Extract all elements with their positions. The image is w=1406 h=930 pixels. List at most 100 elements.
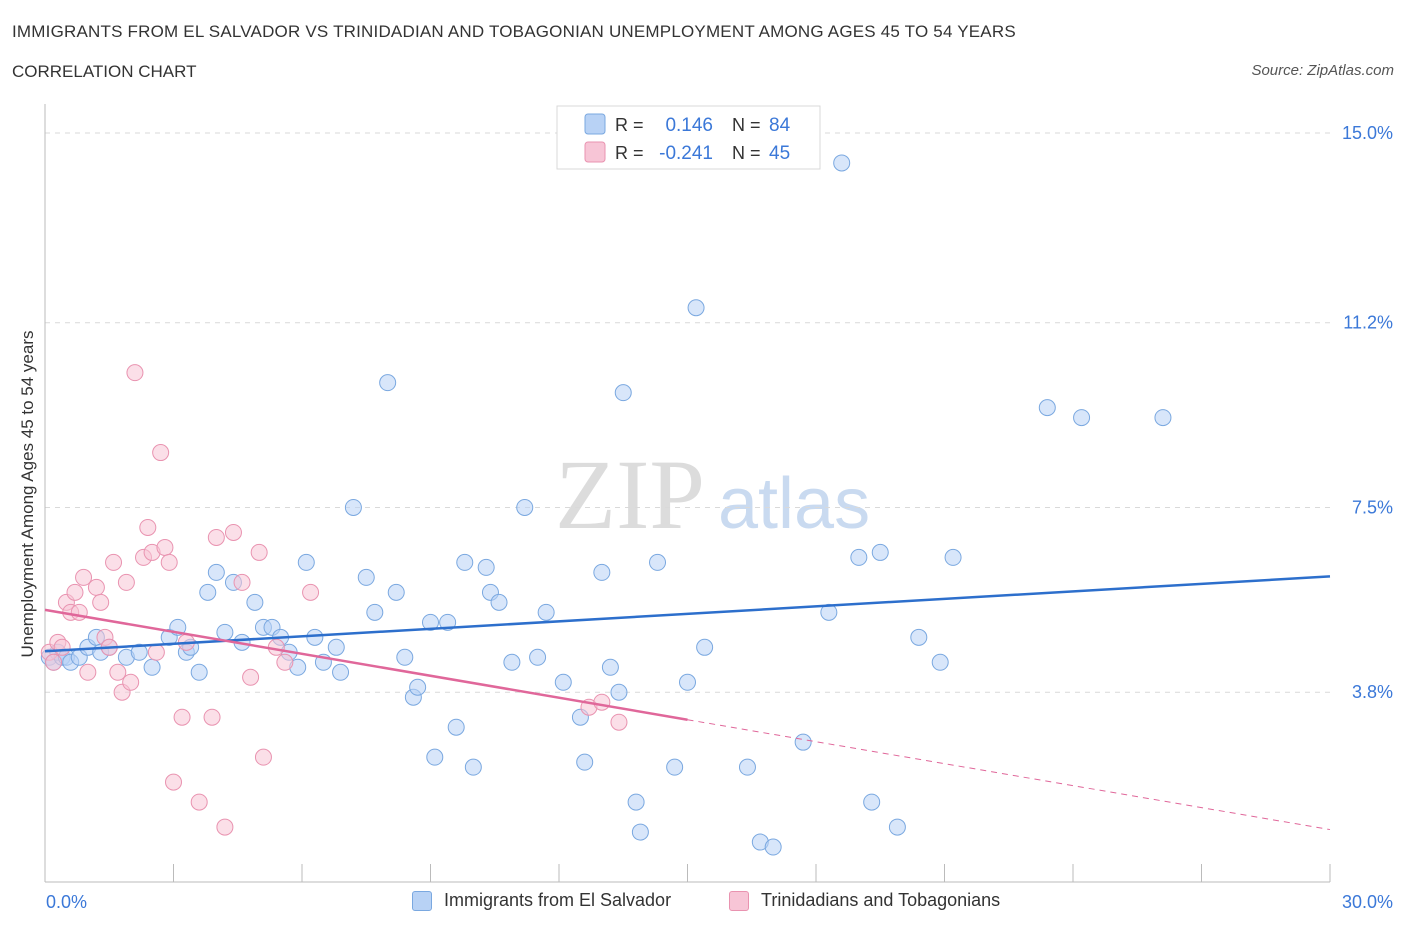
data-point-trinidad: [160, 553, 178, 571]
data-point-trinidad: [70, 603, 88, 621]
legend-n-value-pink: 45: [769, 143, 790, 164]
watermark-zip: ZIP: [555, 439, 705, 550]
data-point-el-salvador: [297, 553, 315, 571]
data-point-el-salvador: [833, 154, 851, 172]
legend-n-value-blue: 84: [769, 115, 791, 136]
data-point-el-salvador: [396, 648, 414, 666]
data-point-trinidad: [92, 593, 110, 611]
x-tick-label-min: 0.0%: [46, 892, 87, 912]
data-point-el-salvador: [1038, 399, 1056, 417]
data-point-el-salvador: [687, 299, 705, 317]
legend-swatch-trinidad: [729, 890, 749, 911]
axis-ticks: [173, 864, 1331, 882]
data-point-el-salvador: [537, 603, 555, 621]
legend-item-el-salvador[interactable]: Immigrants from El Salvador: [412, 890, 671, 911]
legend-item-trinidad[interactable]: Trinidadians and Tobagonians: [729, 890, 1000, 911]
data-point-trinidad: [109, 663, 127, 681]
data-point-el-salvador: [1073, 409, 1091, 427]
data-point-el-salvador: [529, 648, 547, 666]
data-point-trinidad: [79, 663, 97, 681]
trend-line-trinidad: [44, 608, 688, 721]
data-point-trinidad: [610, 713, 628, 731]
data-point-el-salvador: [627, 793, 645, 811]
data-point-trinidad: [593, 693, 611, 711]
data-point-el-salvador: [593, 563, 611, 581]
y-tick-label: 11.2%: [1343, 313, 1393, 333]
data-point-trinidad: [53, 638, 71, 656]
legend-n-label-blue: N =: [732, 115, 761, 135]
data-point-el-salvador: [614, 384, 632, 402]
data-point-el-salvador: [306, 628, 324, 646]
data-point-trinidad: [126, 364, 144, 382]
legend-r-label-pink: R =: [615, 143, 644, 163]
legend-r-value-pink: -0.241: [659, 143, 713, 164]
data-point-el-salvador: [850, 548, 868, 566]
data-point-trinidad: [139, 518, 157, 536]
chart-title: IMMIGRANTS FROM EL SALVADOR VS TRINIDADI…: [12, 22, 1016, 41]
data-point-trinidad: [165, 773, 182, 791]
data-point-trinidad: [66, 583, 84, 601]
x-tick-label-max: 30.0%: [1342, 892, 1393, 912]
data-point-el-salvador: [246, 593, 264, 611]
data-point-el-salvador: [944, 548, 962, 566]
watermark-atlas: atlas: [718, 464, 870, 544]
legend-r-value-blue: 0.146: [665, 115, 713, 136]
data-point-trinidad: [122, 673, 140, 691]
data-point-el-salvador: [1154, 409, 1172, 427]
data-point-trinidad: [224, 523, 242, 541]
data-point-el-salvador: [649, 553, 667, 571]
data-point-el-salvador: [863, 793, 881, 811]
series-legend: Immigrants from El Salvador Trinidadians…: [0, 890, 1406, 914]
data-point-el-salvador: [387, 583, 405, 601]
trend-line-el-salvador: [44, 575, 1331, 653]
data-point-el-salvador: [794, 733, 812, 751]
data-point-trinidad: [254, 748, 272, 766]
data-point-el-salvador: [490, 593, 508, 611]
data-point-el-salvador: [679, 673, 696, 691]
data-point-trinidad: [147, 643, 165, 661]
legend-label-el-salvador: Immigrants from El Salvador: [444, 890, 672, 910]
data-point-el-salvador: [516, 498, 534, 516]
data-point-el-salvador: [696, 638, 714, 656]
data-point-el-salvador: [666, 758, 684, 776]
y-tick-label: 15.0%: [1342, 123, 1393, 143]
data-point-trinidad: [156, 538, 174, 556]
series-trinidad-points: [40, 364, 628, 836]
data-point-el-salvador: [332, 663, 350, 681]
data-point-trinidad: [203, 708, 221, 726]
data-point-el-salvador: [554, 673, 572, 691]
data-point-el-salvador: [576, 753, 594, 771]
legend-label-trinidad: Trinidadians and Tobagonians: [761, 890, 1001, 910]
data-point-el-salvador: [610, 683, 628, 701]
data-point-el-salvador: [631, 823, 649, 841]
data-point-el-salvador: [503, 653, 521, 671]
data-point-el-salvador: [601, 658, 619, 676]
data-point-trinidad: [87, 578, 105, 596]
stats-legend: R = 0.146 N = 84 R = -0.241 N = 45: [556, 105, 821, 170]
data-point-el-salvador: [143, 658, 161, 676]
y-tick-label: 7.5%: [1352, 497, 1393, 517]
data-point-el-salvador: [357, 568, 375, 586]
chart-subtitle: CORRELATION CHART: [12, 62, 197, 81]
data-point-trinidad: [233, 573, 251, 591]
data-point-trinidad: [207, 528, 225, 546]
legend-swatch-blue: [584, 113, 606, 135]
data-point-el-salvador: [207, 563, 225, 581]
data-point-el-salvador: [426, 748, 444, 766]
data-point-el-salvador: [764, 838, 782, 856]
trend-line-trinidad-extension: [687, 719, 1331, 831]
data-point-trinidad: [75, 568, 93, 586]
data-point-el-salvador: [477, 558, 495, 576]
y-tick-labels: 3.8% 7.5% 11.2% 15.0%: [1342, 123, 1393, 702]
data-point-trinidad: [276, 653, 294, 671]
legend-n-label-pink: N =: [732, 143, 761, 163]
data-point-el-salvador: [344, 498, 362, 516]
data-point-el-salvador: [820, 603, 838, 621]
data-point-trinidad: [190, 793, 208, 811]
data-point-el-salvador: [871, 543, 889, 561]
data-point-trinidad: [152, 444, 170, 462]
trend-lines: [44, 575, 1331, 831]
data-point-el-salvador: [190, 663, 208, 681]
data-point-el-salvador: [409, 678, 427, 696]
